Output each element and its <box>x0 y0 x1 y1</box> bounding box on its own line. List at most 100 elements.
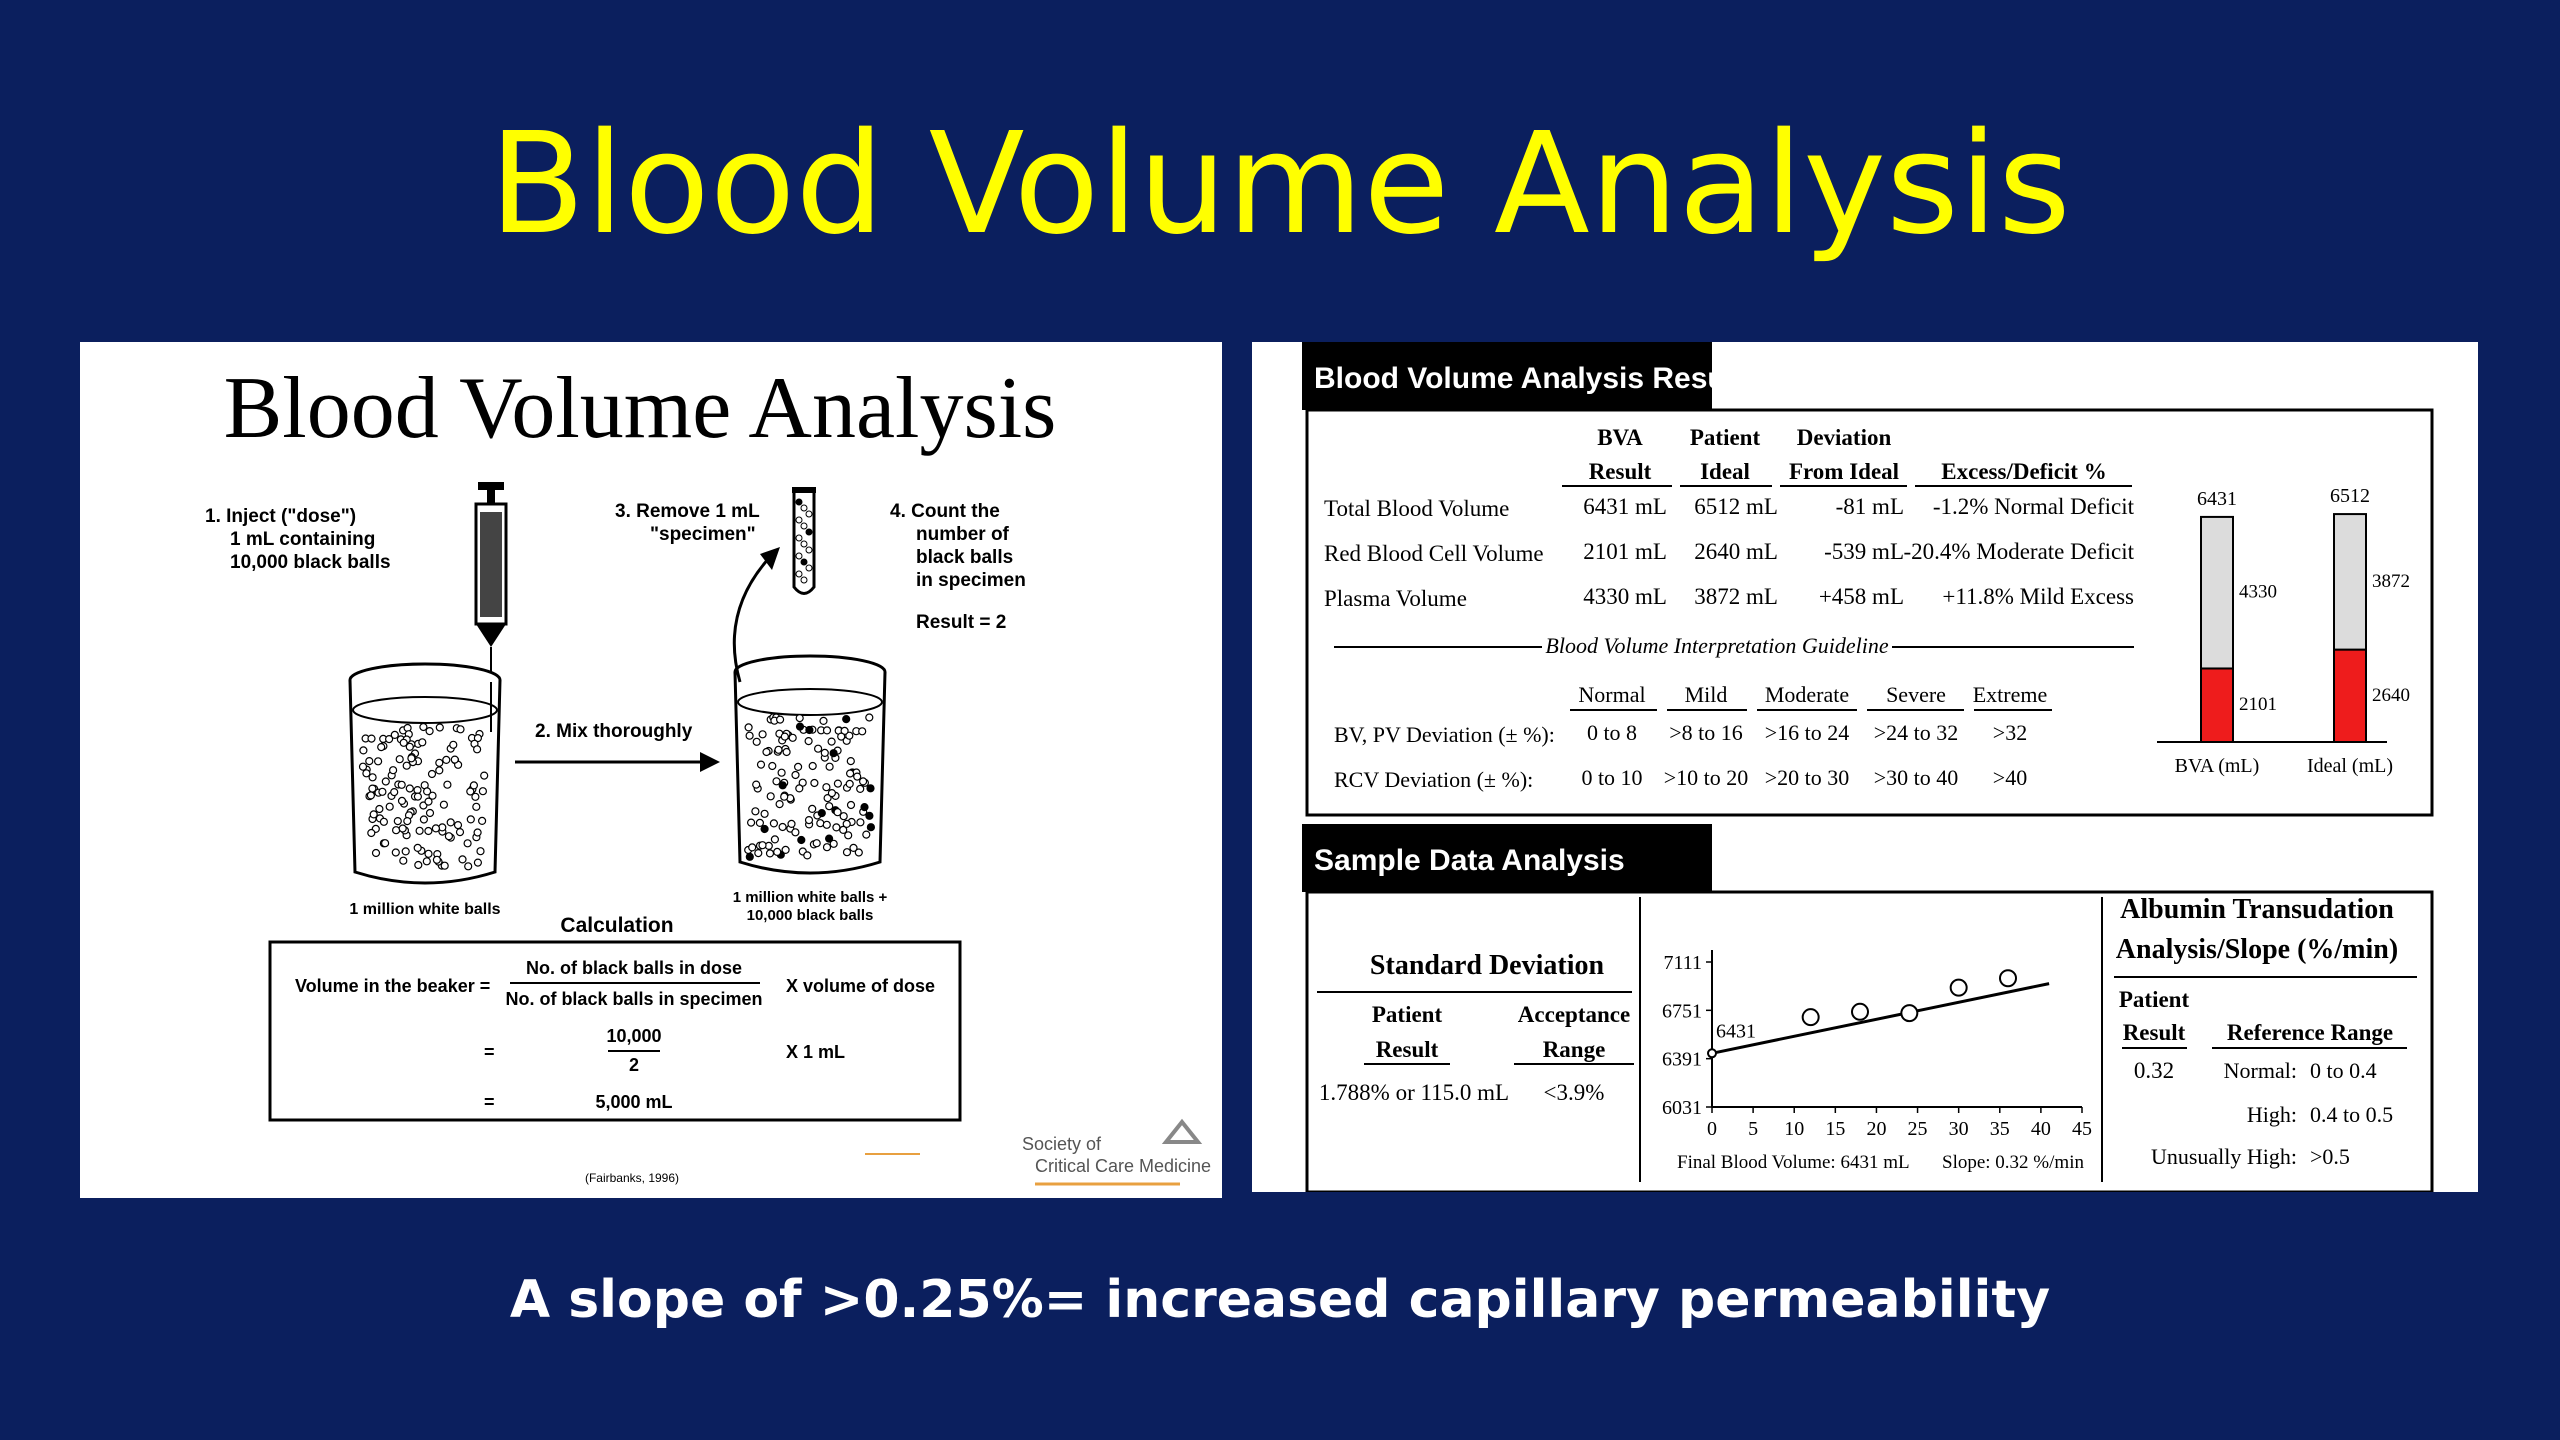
step-1-text: 1. Inject ("dose") 1 mL containing 10,00… <box>205 506 391 573</box>
svg-text:number of: number of <box>916 524 1010 545</box>
white-ball <box>365 757 374 766</box>
white-ball <box>819 716 828 725</box>
svg-text:1. Inject ("dose"): 1. Inject ("dose") <box>205 506 356 527</box>
white-ball <box>856 818 865 827</box>
step-2-text: 2. Mix thoroughly <box>535 721 693 742</box>
white-ball <box>480 771 489 780</box>
svg-text:1 million white balls +: 1 million white balls + <box>733 889 888 906</box>
white-ball <box>377 743 386 752</box>
tube-ball <box>795 534 803 542</box>
y-tick-label: 6391 <box>1662 1049 1702 1071</box>
svg-text:Analysis/Slope (%/min): Analysis/Slope (%/min) <box>2116 934 2398 965</box>
rbc-bar <box>2333 648 2367 744</box>
svg-text:3872 mL: 3872 mL <box>1694 584 1778 609</box>
white-ball <box>768 761 777 771</box>
bar-plasma-label: 3872 <box>2372 571 2410 592</box>
white-ball <box>744 723 753 732</box>
white-ball <box>431 824 440 833</box>
white-ball <box>424 849 433 858</box>
svg-text:>32: >32 <box>1993 720 2027 745</box>
tube-ball <box>795 552 803 560</box>
svg-text:RCV Deviation (± %):: RCV Deviation (± %): <box>1334 767 1533 792</box>
white-ball <box>858 777 868 786</box>
svg-text:From Ideal: From Ideal <box>1789 459 1899 484</box>
data-point <box>1900 1004 1919 1023</box>
svg-text:3. Remove 1 mL: 3. Remove 1 mL <box>615 501 760 522</box>
svg-text:in specimen: in specimen <box>916 570 1026 591</box>
intercept-label: 6431 <box>1716 1020 1756 1042</box>
white-ball <box>804 737 813 746</box>
white-ball <box>816 819 825 828</box>
white-ball <box>390 788 399 797</box>
white-ball <box>379 817 388 826</box>
svg-text:-20.4% Moderate Deficit: -20.4% Moderate Deficit <box>1903 539 2134 564</box>
white-ball <box>442 755 451 764</box>
svg-text:2: 2 <box>629 1055 639 1075</box>
tube-ball <box>800 522 808 530</box>
svg-text:X 1 mL: X 1 mL <box>786 1042 845 1062</box>
white-ball <box>839 825 848 834</box>
svg-text:Severe: Severe <box>1886 682 1946 707</box>
white-ball <box>443 780 452 789</box>
white-ball <box>463 839 472 848</box>
white-ball <box>423 787 432 796</box>
svg-text:BV, PV Deviation (± %):: BV, PV Deviation (± %): <box>1334 722 1555 747</box>
white-ball <box>466 815 475 824</box>
chart-footer-right: Slope: 0.32 %/min <box>1942 1152 2084 1173</box>
svg-text:=: = <box>484 1042 495 1062</box>
svg-text:Result: Result <box>1589 459 1652 484</box>
white-ball <box>472 802 481 811</box>
white-ball <box>791 828 800 837</box>
svg-text:Patient: Patient <box>1690 425 1761 450</box>
svg-text:Normal:: Normal: <box>2224 1058 2297 1083</box>
guideline-rows: BV, PV Deviation (± %): 0 to 8 >8 to 16 … <box>1334 720 2027 792</box>
albumin-title: Albumin Transudation Analysis/Slope (%/m… <box>2116 894 2398 965</box>
sample-header: Sample Data Analysis <box>1314 844 1625 877</box>
white-ball <box>765 849 775 858</box>
svg-text:>8 to 16: >8 to 16 <box>1669 720 1743 745</box>
tube-ball <box>805 528 813 536</box>
white-ball <box>774 745 783 754</box>
slide-caption: A slope of >0.25%= increased capillary p… <box>509 1270 2051 1330</box>
white-ball <box>476 847 485 856</box>
white-ball <box>845 769 855 778</box>
tube-ball <box>800 504 808 512</box>
svg-text:Patient: Patient <box>2119 987 2190 1012</box>
beaker-1 <box>348 662 502 885</box>
black-ball <box>795 722 805 731</box>
white-ball <box>424 797 433 806</box>
svg-text:0 to 10: 0 to 10 <box>1581 765 1642 790</box>
albumin-headers: Patient Result Reference Range <box>2119 987 2393 1045</box>
white-ball <box>842 819 851 828</box>
white-ball <box>366 791 375 800</box>
svg-text:>10 to 20: >10 to 20 <box>1664 765 1749 790</box>
svg-text:0 to 0.4: 0 to 0.4 <box>2310 1058 2377 1083</box>
tube-ball <box>795 570 803 578</box>
white-ball <box>770 835 780 844</box>
white-ball <box>752 737 761 746</box>
white-ball <box>419 722 428 732</box>
white-ball <box>405 742 414 751</box>
white-ball <box>368 784 377 793</box>
white-ball <box>752 780 761 789</box>
white-ball <box>833 808 842 817</box>
y-tick-label: 6751 <box>1662 1000 1702 1022</box>
calc-formula: Volume in the beaker = No. of black ball… <box>295 958 935 1112</box>
white-ball <box>844 831 853 840</box>
x-tick-label: 10 <box>1784 1118 1804 1140</box>
black-ball <box>817 809 826 818</box>
white-ball <box>469 781 478 790</box>
sd-title: Standard Deviation <box>1370 950 1605 981</box>
bar-total-label: 6431 <box>2197 488 2237 510</box>
black-ball <box>805 725 814 735</box>
white-ball <box>381 839 390 848</box>
white-ball <box>751 807 760 816</box>
white-ball <box>793 762 803 771</box>
white-ball <box>845 779 854 788</box>
test-tube-icon <box>792 487 816 595</box>
y-tick-label: 6031 <box>1662 1097 1702 1119</box>
mixed-balls <box>744 713 876 861</box>
tube-ball <box>805 510 813 518</box>
white-ball <box>775 800 784 809</box>
black-ball <box>745 852 754 861</box>
